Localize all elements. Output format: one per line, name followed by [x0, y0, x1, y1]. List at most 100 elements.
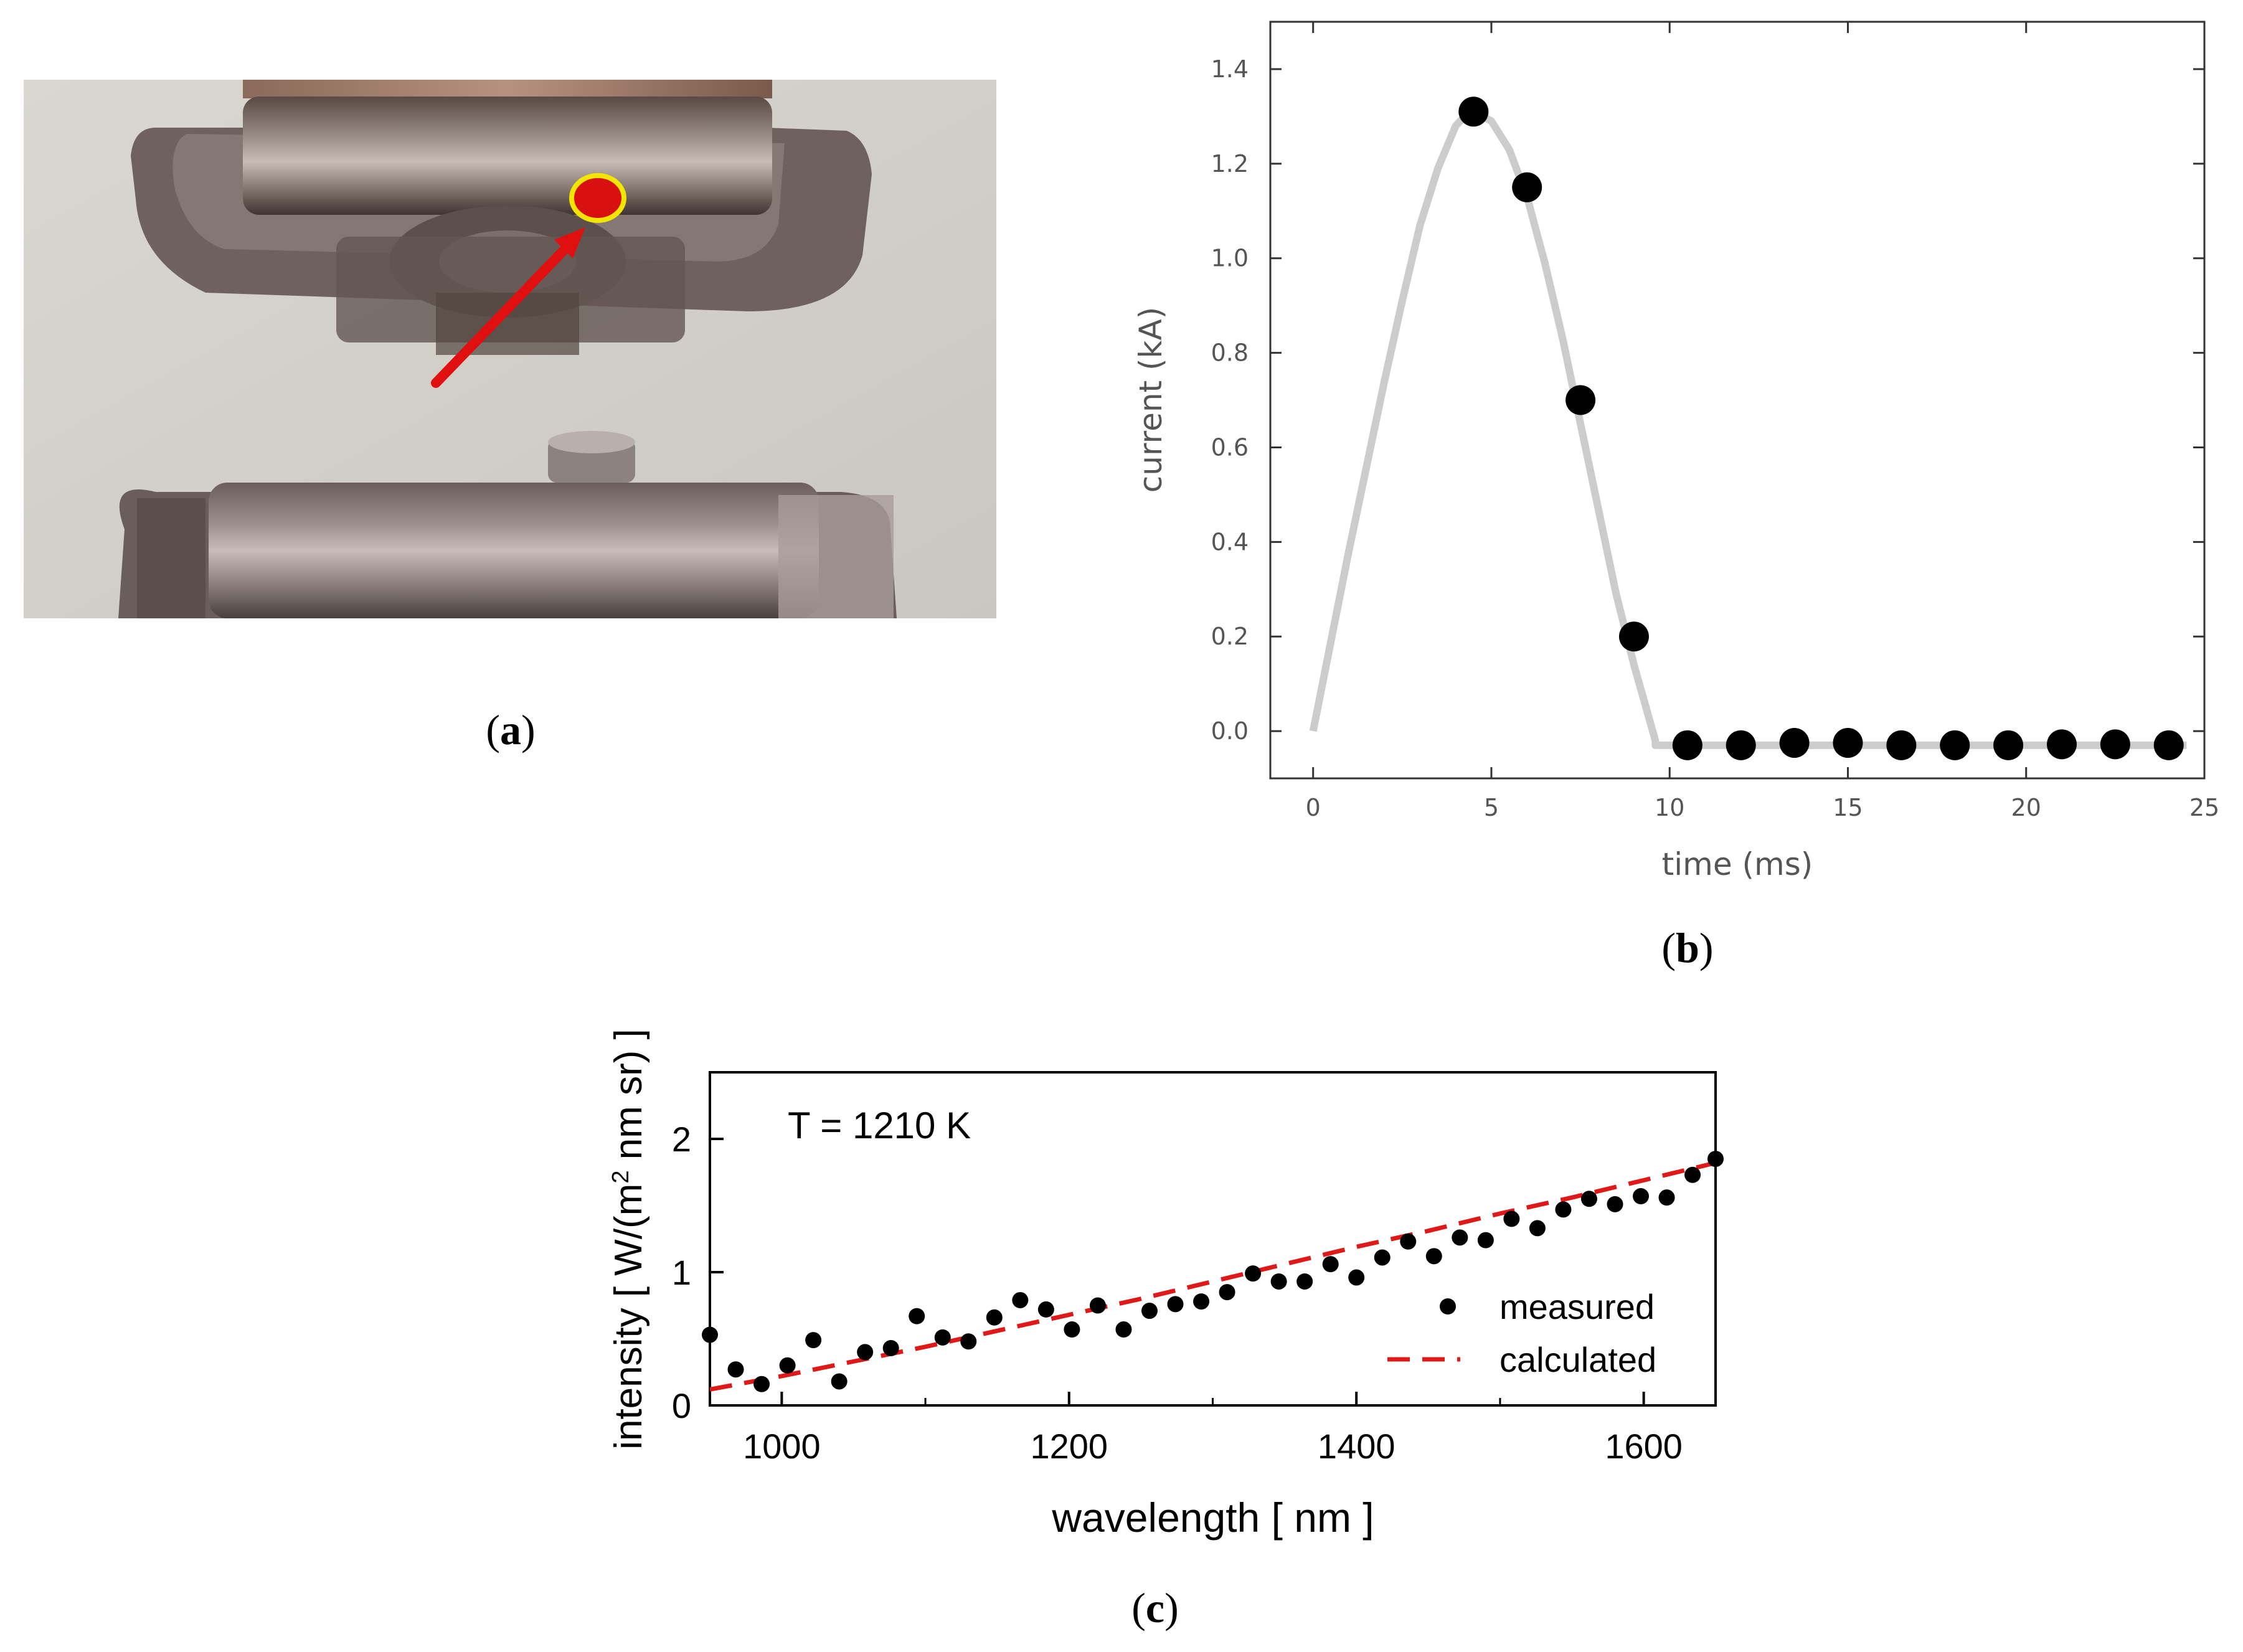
b-current-curve: [1309, 108, 2187, 749]
b-y-tick-label: 1.0: [1211, 245, 1249, 272]
b-x-tick-label: 10: [1655, 794, 1684, 821]
c-measured-point: [1707, 1151, 1724, 1168]
b-data-point: [1458, 97, 1489, 127]
b-data-point: [1512, 172, 1542, 202]
b-y-axis-label: current (kA): [1133, 307, 1169, 493]
c-measured-point: [960, 1333, 977, 1350]
c-measured-point: [909, 1308, 925, 1324]
b-data-point: [1993, 730, 2024, 760]
panel-b-chart: 0 5 10 15 20 25 0.0 0.2 0.4 0.6 0.8 1.0 1.2 1.4 time…: [1133, 21, 2219, 971]
c-measured-points-group: [702, 1151, 1724, 1392]
c-calculated-line-group: [709, 1161, 1716, 1392]
b-data-point: [1833, 728, 1863, 758]
b-data-point: [1565, 385, 1596, 415]
c-measured-point: [1555, 1201, 1572, 1218]
b-data-point: [2100, 729, 2130, 760]
legend-measured-marker: [1440, 1298, 1456, 1315]
c-measured-point: [1037, 1301, 1054, 1318]
c-measured-point: [831, 1373, 848, 1390]
c-measured-point: [753, 1376, 770, 1392]
b-y-tick-label: 1.2: [1211, 150, 1249, 177]
c-y-ticks: 0 1 2: [672, 1120, 724, 1425]
marker-dot-icon: [569, 173, 626, 223]
b-y-tick-label: 0.6: [1211, 433, 1249, 461]
c-measured-point: [1400, 1233, 1417, 1250]
c-y-tick-label: 2: [672, 1120, 691, 1159]
c-legend: measured calculated: [1387, 1287, 1656, 1379]
c-measured-point: [857, 1344, 874, 1361]
b-x-ticks: 0 5 10 15 20 25: [1306, 22, 2219, 821]
b-x-tick-label: 5: [1484, 794, 1499, 821]
c-y-axis-label: intensity [ W/(m2 nm sr) ]: [607, 1029, 650, 1450]
b-x-tick-label: 15: [1833, 794, 1863, 821]
c-measured-point: [1425, 1248, 1442, 1265]
c-measured-point: [1607, 1196, 1623, 1212]
c-measured-point: [1270, 1273, 1287, 1290]
c-x-tick-label: 1600: [1605, 1427, 1683, 1466]
c-temperature-annotation: T = 1210 K: [788, 1105, 971, 1146]
b-y-tick-label: 0.8: [1211, 339, 1249, 367]
c-x-tick-label: 1200: [1030, 1427, 1108, 1466]
panel-a-letter: a: [500, 706, 521, 753]
b-plot-frame: [1269, 21, 2206, 780]
c-x-axis-label: wavelength [ nm ]: [1051, 1494, 1374, 1541]
b-data-point: [1618, 621, 1649, 652]
b-y-tick-label: 0.4: [1211, 528, 1249, 555]
c-measured-point: [1322, 1256, 1339, 1273]
c-measured-point: [1193, 1293, 1210, 1310]
b-y-tick-label: 0.0: [1211, 717, 1249, 745]
panel-a-label: (a): [486, 706, 535, 753]
c-measured-point: [1245, 1265, 1262, 1282]
c-measured-point: [1167, 1296, 1184, 1313]
c-measured-point: [805, 1332, 822, 1349]
c-measured-point: [1064, 1321, 1080, 1338]
c-measured-point: [1503, 1211, 1520, 1227]
c-y-tick-label: 0: [672, 1386, 691, 1425]
arrow-icon: [431, 227, 585, 388]
b-x-tick-label: 20: [2011, 794, 2041, 821]
b-y-tick-label: 1.4: [1211, 55, 1249, 83]
panel-a: (a): [24, 80, 996, 753]
c-measured-point: [986, 1309, 1003, 1326]
b-data-point: [1886, 730, 1917, 760]
b-y-ticks: 0.0 0.2 0.4 0.6 0.8 1.0 1.2 1.4: [1211, 55, 2204, 745]
electrode-photo-icon: [24, 80, 996, 618]
c-measured-point: [1580, 1191, 1597, 1207]
b-data-point: [1726, 730, 1756, 760]
b-data-point: [1672, 730, 1702, 760]
c-measured-point: [1348, 1269, 1365, 1286]
b-data-point: [1779, 728, 1810, 758]
c-measured-point: [882, 1339, 899, 1356]
c-measured-point: [1633, 1188, 1650, 1205]
c-measured-point: [1296, 1273, 1313, 1290]
c-x-tick-label: 1400: [1318, 1427, 1395, 1466]
c-measured-point: [1452, 1229, 1468, 1246]
c-y-tick-label: 1: [672, 1253, 691, 1292]
c-x-tick-label: 1000: [743, 1427, 821, 1466]
c-calculated-line: [709, 1161, 1716, 1392]
c-measured-point: [1115, 1321, 1132, 1338]
panel-c-chart: 1000 1200 1400 1600 0 1 2 T = 1210 K measured…: [607, 1029, 1724, 1631]
c-measured-point: [1374, 1249, 1391, 1266]
c-measured-point: [1529, 1220, 1546, 1237]
b-data-point: [2046, 729, 2077, 760]
b-x-tick-label: 25: [2189, 794, 2219, 821]
c-measured-point: [1141, 1303, 1158, 1319]
panel-b-letter: b: [1676, 924, 1699, 971]
b-data-point: [2153, 730, 2184, 760]
c-measured-point: [1089, 1297, 1106, 1314]
c-measured-point: [1658, 1189, 1675, 1206]
legend-calculated-label: calculated: [1499, 1340, 1656, 1379]
panel-c-label: (c): [1131, 1584, 1179, 1631]
panel-b-label: (b): [1661, 924, 1713, 971]
c-measured-point: [779, 1357, 796, 1374]
c-measured-point: [727, 1361, 744, 1378]
panel-c-letter: c: [1146, 1584, 1164, 1631]
c-measured-point: [1477, 1232, 1494, 1248]
b-x-tick-label: 0: [1306, 794, 1321, 821]
c-measured-point: [1684, 1166, 1701, 1183]
c-measured-point: [934, 1329, 951, 1346]
c-x-ticks: 1000 1200 1400 1600: [743, 1392, 1683, 1466]
b-curve-group: [1309, 108, 2187, 749]
